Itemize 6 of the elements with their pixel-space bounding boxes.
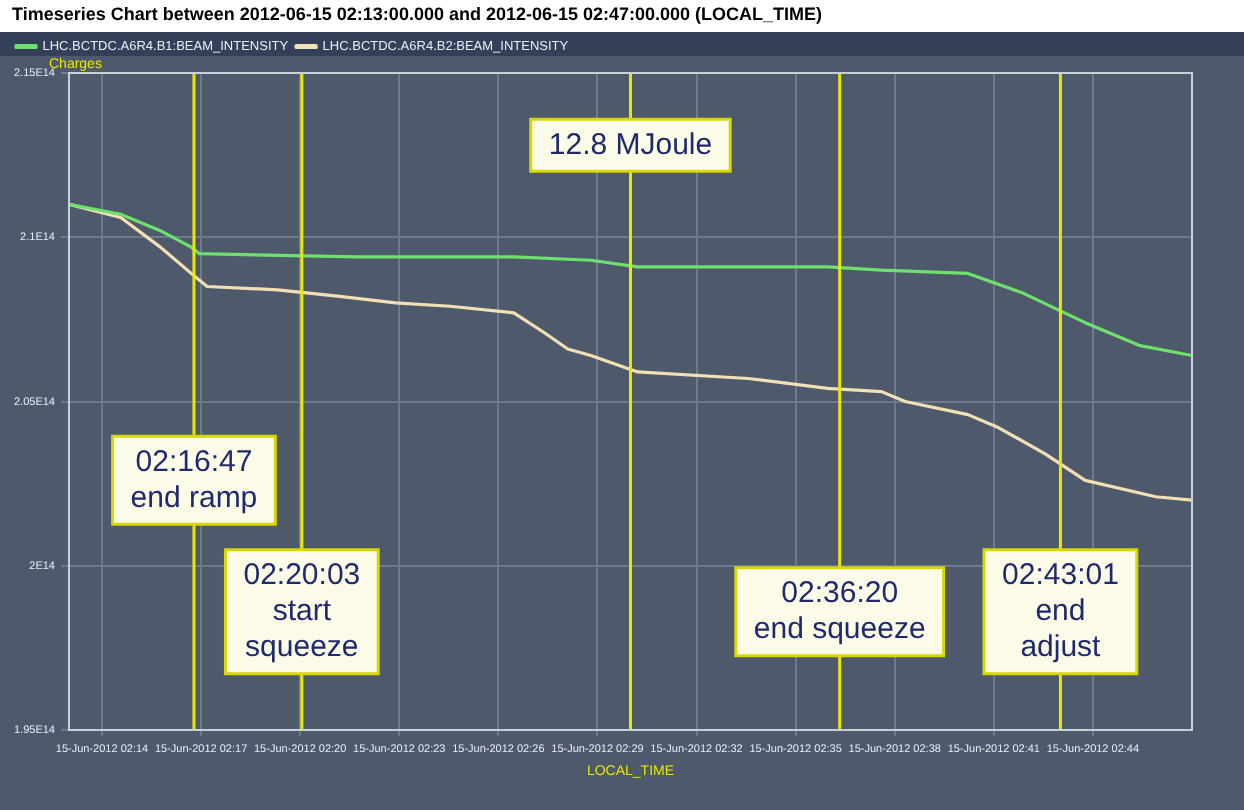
chart-title: Timeseries Chart between 2012-06-15 02:13:00.000 and 2012-06-15 02:47:00.000 (LOCAL_TIME) — [0, 0, 1244, 32]
ref-line-label: 02:43:01 end adjust — [1002, 558, 1119, 665]
ref-line-label: 02:20:03 start squeeze — [243, 558, 361, 665]
ref-line-label: 02:36:20 end squeeze — [753, 576, 926, 647]
ref-line-label: 02:16:47 end ramp — [130, 444, 258, 515]
ref-line-label: 12.8 MJoule — [548, 127, 713, 162]
